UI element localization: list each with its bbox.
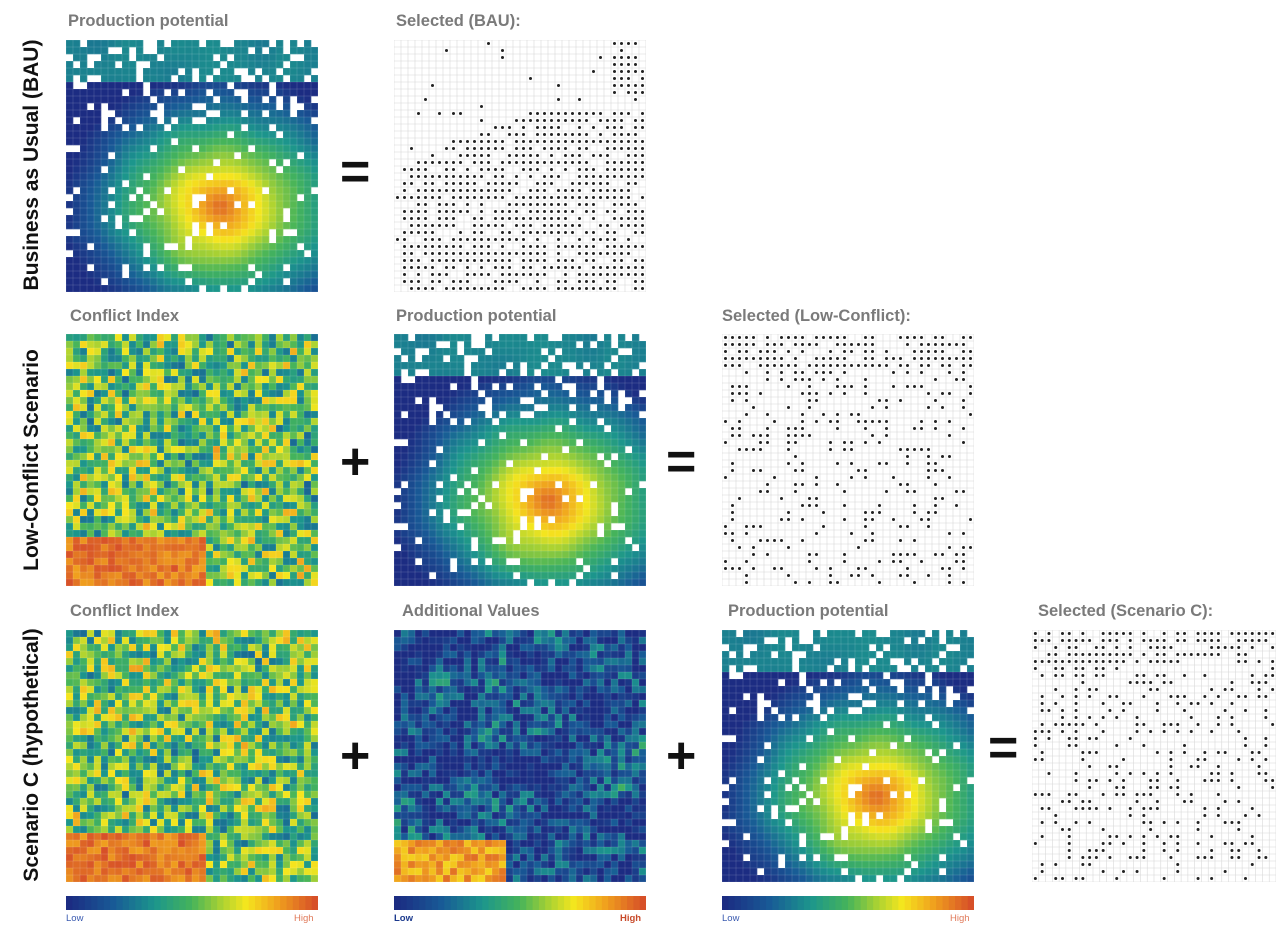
bau-production-map: [65, 39, 319, 293]
title-lc-production: Production potential: [396, 307, 557, 325]
plus-operator-lc: +: [340, 433, 371, 491]
colorbar-production-high: High: [950, 913, 970, 924]
c-additional-map: [393, 629, 647, 883]
sel-grid: [1031, 629, 1277, 883]
equals-operator-bau: =: [340, 143, 371, 201]
title-c-selected: Selected (Scenario C):: [1038, 602, 1214, 620]
row-label-low-conflict: Low-Conflict Scenario: [20, 349, 43, 571]
lc-selected-map: [721, 333, 975, 587]
colorbar-conflict-low: Low: [66, 913, 84, 924]
plus-operator-c-1: +: [340, 727, 371, 785]
colorbar-production: [722, 896, 975, 910]
c-conflict-map: [65, 629, 319, 883]
conflict-grid: [65, 333, 319, 587]
colorbar-additional-high: High: [620, 913, 642, 924]
colorbar-additional-low: Low: [394, 913, 413, 924]
title-bau-selected: Selected (BAU):: [396, 12, 521, 30]
c-selected-map: [1031, 629, 1277, 883]
sel-grid: [721, 333, 975, 587]
title-c-production: Production potential: [728, 602, 889, 620]
additional-grid: [393, 629, 647, 883]
equals-operator-lc: =: [666, 433, 697, 491]
conflict-grid: [65, 629, 319, 883]
plus-operator-c-2: +: [666, 727, 697, 785]
sel-grid: [393, 39, 647, 293]
colorbar-additional: [394, 896, 647, 910]
title-lc-conflict: Conflict Index: [70, 307, 180, 325]
row-label-bau: Business as Usual (BAU): [20, 39, 43, 291]
lc-production-map: [393, 333, 647, 587]
colorbar-conflict: [66, 896, 319, 910]
lc-conflict-map: [65, 333, 319, 587]
colorbar-gradient: [722, 896, 975, 910]
title-c-conflict: Conflict Index: [70, 602, 180, 620]
colorbar-production-low: Low: [722, 913, 740, 924]
prod-grid: [393, 333, 647, 587]
title-lc-selected: Selected (Low-Conflict):: [722, 307, 911, 325]
row-label-scenario-c: Scenario C (hypothetical): [20, 628, 43, 882]
equals-operator-c: =: [988, 719, 1019, 777]
colorbar-gradient: [66, 896, 319, 910]
c-production-map: [721, 629, 975, 883]
colorbar-conflict-high: High: [294, 913, 314, 924]
colorbar-gradient: [394, 896, 647, 910]
title-bau-production: Production potential: [68, 12, 229, 30]
prod-grid: [721, 629, 975, 883]
title-c-additional: Additional Values: [402, 602, 540, 620]
prod-grid: [65, 39, 319, 293]
bau-selected-map: [393, 39, 647, 293]
